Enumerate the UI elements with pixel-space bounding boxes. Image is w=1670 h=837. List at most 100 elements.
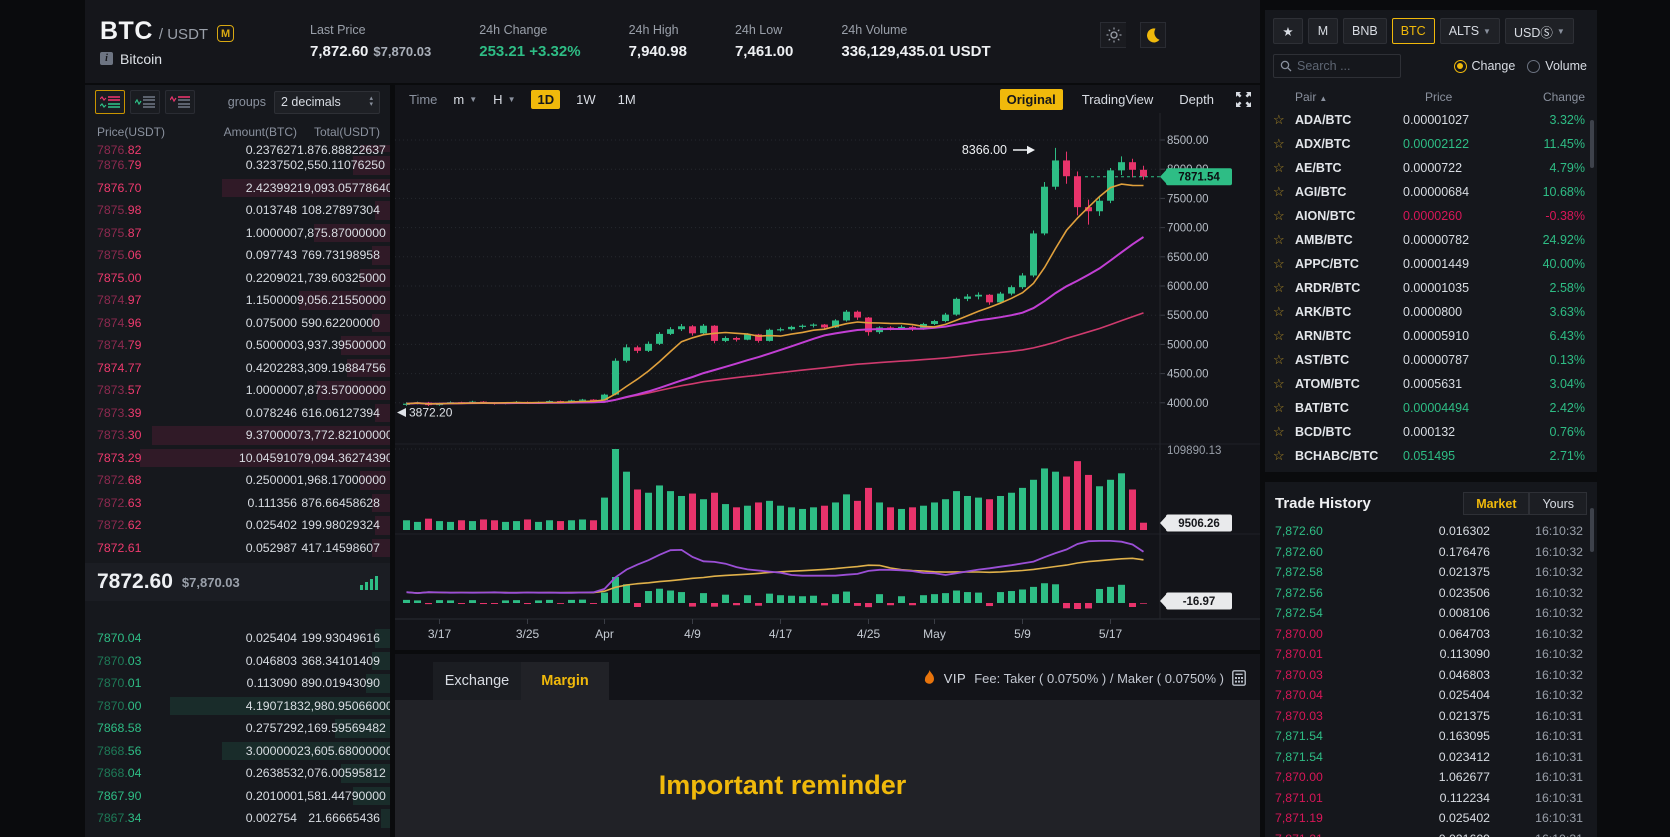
- watchlist-column-header[interactable]: Price: [1425, 90, 1453, 104]
- market-tab-m[interactable]: M: [1308, 18, 1338, 44]
- search-box[interactable]: [1273, 54, 1401, 78]
- bid-row[interactable]: 7868.04 0.263853 2,076.00595812: [85, 762, 390, 785]
- radio-volume[interactable]: Volume: [1527, 59, 1587, 73]
- view-depth[interactable]: Depth: [1179, 91, 1214, 107]
- watchlist-row[interactable]: ☆ AMB/BTC 0.00000782 24.92%: [1265, 228, 1597, 252]
- trade-history-scrollbar[interactable]: [1590, 508, 1594, 552]
- watchlist-column-header[interactable]: Pair ▲: [1295, 90, 1328, 104]
- star-icon[interactable]: ☆: [1273, 160, 1285, 175]
- market-tab-alts[interactable]: ALTS ▼: [1439, 18, 1500, 44]
- bid-row[interactable]: 7868.58 0.275729 2,169.59569482: [85, 717, 390, 740]
- bid-price: 7870.00: [97, 699, 192, 713]
- watchlist-row[interactable]: ☆ AION/BTC 0.0000260 -0.38%: [1265, 204, 1597, 228]
- ask-row[interactable]: 7876.70 2.423992 19,093.05778640: [85, 177, 390, 200]
- dark-theme-icon[interactable]: [1140, 22, 1166, 48]
- star-icon[interactable]: ☆: [1273, 256, 1285, 271]
- orderbook-mode-bids-icon[interactable]: [130, 90, 160, 114]
- interval-1W[interactable]: 1W: [576, 91, 596, 107]
- ask-row[interactable]: 7874.96 0.075000 590.62200000: [85, 312, 390, 335]
- ask-row[interactable]: 7875.98 0.013748 108.27897304: [85, 199, 390, 222]
- watchlist-row[interactable]: ☆ ARK/BTC 0.0000800 3.63%: [1265, 300, 1597, 324]
- ask-row[interactable]: 7872.68 0.250000 1,968.17000000: [85, 469, 390, 492]
- bid-price: 7868.56: [97, 744, 192, 758]
- interval-1M[interactable]: 1M: [617, 91, 636, 107]
- tab-exchange[interactable]: Exchange: [433, 662, 521, 700]
- ask-row[interactable]: 7872.62 0.025402 199.98029324: [85, 514, 390, 537]
- interval-1D[interactable]: 1D: [531, 89, 561, 109]
- star-icon[interactable]: ☆: [1273, 424, 1285, 439]
- bid-row[interactable]: 7870.04 0.025404 199.93049616: [85, 627, 390, 650]
- ask-row[interactable]: 7876.82 0.237627 1,876.88822637: [85, 143, 390, 154]
- ask-row[interactable]: 7872.63 0.111356 876.66458628: [85, 492, 390, 515]
- trades-tab-market[interactable]: Market: [1463, 492, 1530, 515]
- star-icon[interactable]: ☆: [1273, 448, 1285, 463]
- star-icon[interactable]: ☆: [1273, 112, 1285, 127]
- watchlist-row[interactable]: ☆ AE/BTC 0.0000722 4.79%: [1265, 156, 1597, 180]
- star-icon[interactable]: ☆: [1273, 328, 1285, 343]
- bid-row[interactable]: 7867.90 0.201000 1,581.44790000: [85, 785, 390, 808]
- star-icon[interactable]: ☆: [1273, 232, 1285, 247]
- watchlist-row[interactable]: ☆ AGI/BTC 0.00000684 10.68%: [1265, 180, 1597, 204]
- tab-margin[interactable]: Margin: [521, 662, 609, 700]
- star-icon[interactable]: ☆: [1273, 376, 1285, 391]
- view-tradingview[interactable]: TradingView: [1081, 91, 1154, 107]
- watchlist-row[interactable]: ☆ ADA/BTC 0.00001027 3.32%: [1265, 108, 1597, 132]
- trades-tab-yours[interactable]: Yours: [1529, 492, 1587, 515]
- ask-row[interactable]: 7874.97 1.150000 9,056.21550000: [85, 289, 390, 312]
- star-icon[interactable]: ☆: [1273, 136, 1285, 151]
- star-icon[interactable]: ☆: [1273, 280, 1285, 295]
- token-info-icon[interactable]: i: [100, 52, 113, 65]
- ask-row[interactable]: 7875.87 1.000000 7,875.87000000: [85, 222, 390, 245]
- ask-row[interactable]: 7873.57 1.000000 7,873.57000000: [85, 379, 390, 402]
- watchlist-row[interactable]: ☆ ARN/BTC 0.00005910 6.43%: [1265, 324, 1597, 348]
- trade-price: 7,870.04: [1275, 688, 1323, 703]
- star-icon[interactable]: ☆: [1273, 304, 1285, 319]
- ask-row[interactable]: 7872.61 0.052987 417.14598607: [85, 537, 390, 560]
- radio-change[interactable]: Change: [1453, 59, 1515, 73]
- orderbook-mode-both-icon[interactable]: [95, 90, 125, 114]
- last-price-bar[interactable]: 7872.60 $7,870.03: [85, 563, 390, 601]
- watchlist-row[interactable]: ☆ ARDR/BTC 0.00001035 2.58%: [1265, 276, 1597, 300]
- decimals-select[interactable]: 2 decimals ▴ ▾: [274, 90, 380, 114]
- market-tab-★[interactable]: ★: [1273, 18, 1303, 44]
- watchlist-row[interactable]: ☆ AST/BTC 0.00000787 0.13%: [1265, 348, 1597, 372]
- ask-row[interactable]: 7876.79 0.323750 2,550.11076250: [85, 154, 390, 177]
- watchlist-row[interactable]: ☆ ATOM/BTC 0.0005631 3.04%: [1265, 372, 1597, 396]
- ask-row[interactable]: 7875.06 0.097743 769.73198958: [85, 244, 390, 267]
- watchlist-row[interactable]: ☆ APPC/BTC 0.00001449 40.00%: [1265, 252, 1597, 276]
- chart-canvas[interactable]: 8500.008000.007500.007000.006500.006000.…: [395, 113, 1260, 650]
- market-tab-btc[interactable]: BTC: [1391, 18, 1435, 44]
- watchlist-column-header[interactable]: Change: [1542, 90, 1585, 104]
- fee-calculator-icon[interactable]: [1232, 670, 1246, 686]
- bid-row[interactable]: 7870.03 0.046803 368.34101409: [85, 650, 390, 673]
- ask-row[interactable]: 7874.77 0.420228 3,309.19884756: [85, 357, 390, 380]
- bid-row[interactable]: 7870.00 4.190718 32,980.95066000: [85, 695, 390, 718]
- fullscreen-icon[interactable]: [1235, 91, 1252, 108]
- watchlist-row[interactable]: ☆ BCHABC/BTC 0.051495 2.71%: [1265, 444, 1597, 468]
- ask-row[interactable]: 7873.30 9.370000 73,772.82100000: [85, 424, 390, 447]
- view-original[interactable]: Original: [999, 88, 1063, 110]
- star-icon[interactable]: ☆: [1273, 400, 1285, 415]
- bid-row[interactable]: 7870.01 0.113090 890.01943090: [85, 672, 390, 695]
- interval-dropdown-H[interactable]: H ▼: [493, 91, 516, 107]
- depth-bars-icon[interactable]: [360, 575, 378, 590]
- ask-row[interactable]: 7875.00 0.220902 1,739.60325000: [85, 267, 390, 290]
- star-icon[interactable]: ☆: [1273, 184, 1285, 199]
- ask-row[interactable]: 7874.79 0.500000 3,937.39500000: [85, 334, 390, 357]
- search-input[interactable]: [1297, 59, 1387, 73]
- watchlist-scrollbar[interactable]: [1590, 120, 1594, 168]
- watchlist-row[interactable]: ☆ BAT/BTC 0.00004494 2.42%: [1265, 396, 1597, 420]
- light-theme-icon[interactable]: [1100, 22, 1126, 48]
- ask-row[interactable]: 7873.39 0.078246 616.06127394: [85, 402, 390, 425]
- ask-row[interactable]: 7873.29 10.045910 79,094.36274390: [85, 447, 390, 470]
- watchlist-row[interactable]: ☆ BCD/BTC 0.000132 0.76%: [1265, 420, 1597, 444]
- star-icon[interactable]: ☆: [1273, 352, 1285, 367]
- bid-row[interactable]: 7867.34 0.002754 21.66665436: [85, 807, 390, 830]
- market-tab-bnb[interactable]: BNB: [1343, 18, 1387, 44]
- interval-dropdown-m[interactable]: m ▼: [453, 91, 478, 107]
- market-tab-usdⓢ[interactable]: USDⓈ ▼: [1504, 18, 1574, 44]
- bid-row[interactable]: 7868.56 3.000000 23,605.68000000: [85, 740, 390, 763]
- orderbook-mode-asks-icon[interactable]: [165, 90, 195, 114]
- watchlist-row[interactable]: ☆ ADX/BTC 0.00002122 11.45%: [1265, 132, 1597, 156]
- star-icon[interactable]: ☆: [1273, 208, 1285, 223]
